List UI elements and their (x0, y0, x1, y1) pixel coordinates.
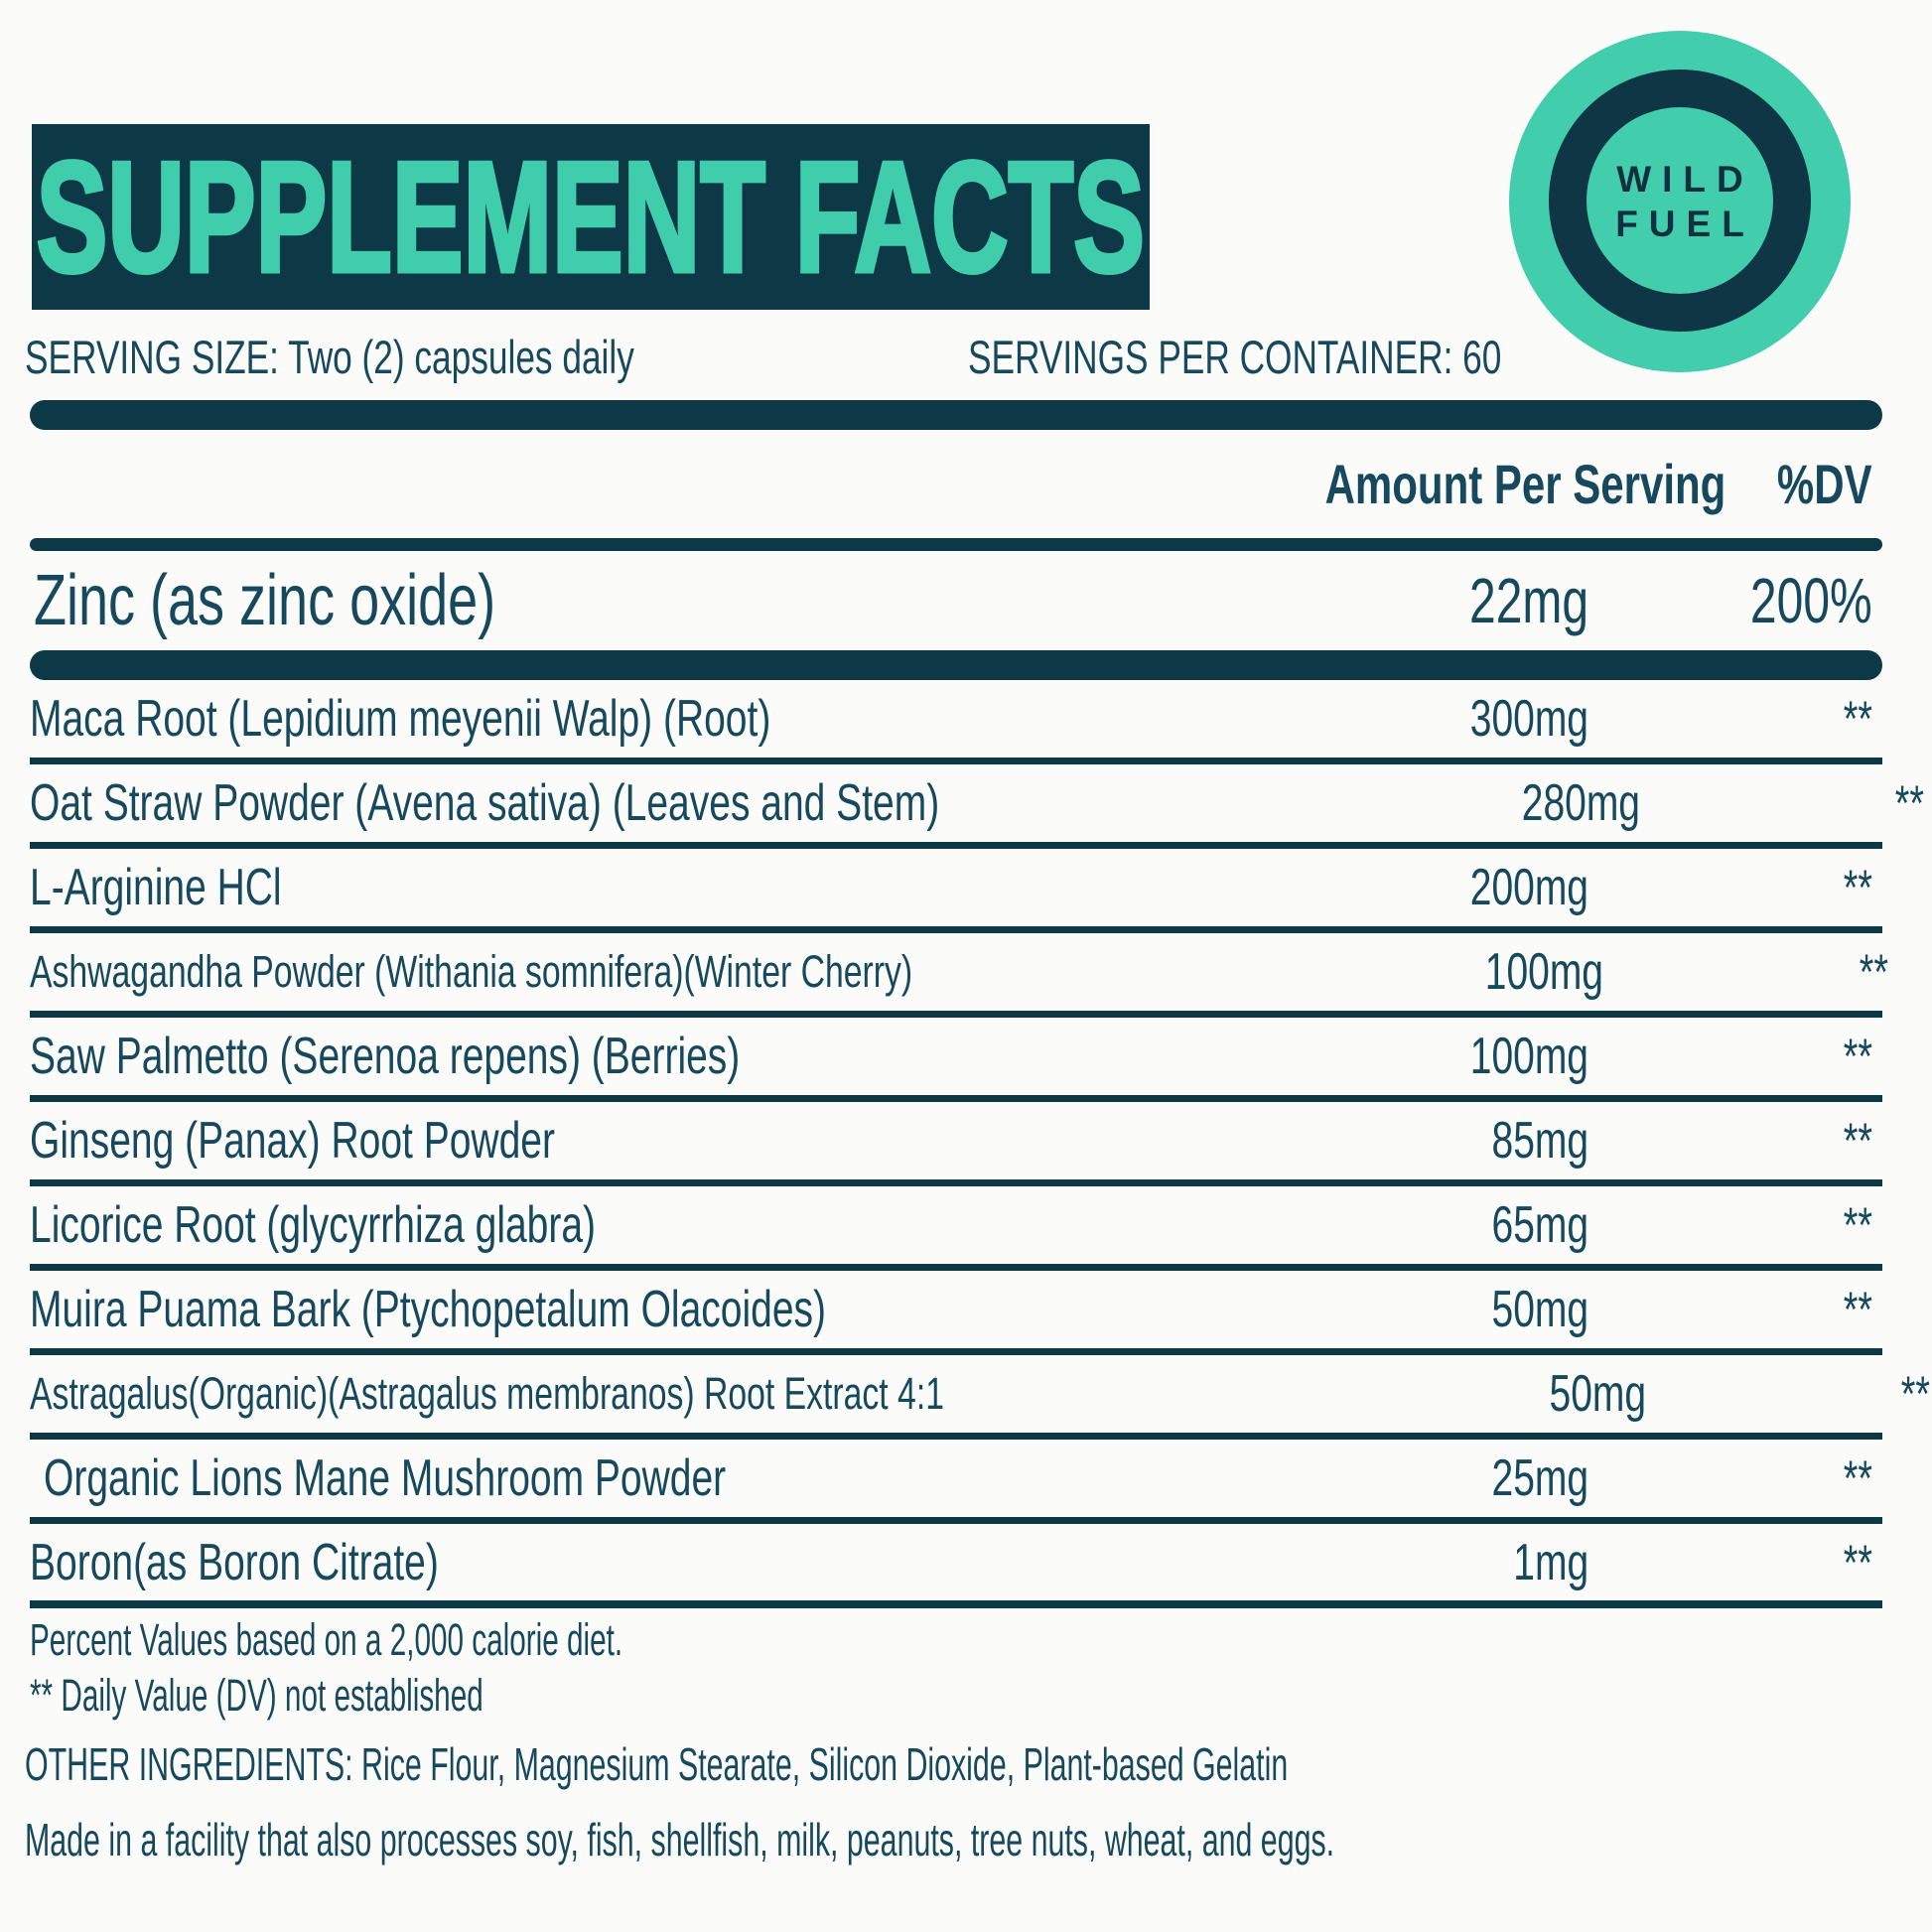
ingredient-dv: ** (1843, 1029, 1872, 1084)
ingredient-dv: ** (1843, 1197, 1872, 1253)
ingredient-name: Boron(as Boron Citrate) (30, 1533, 439, 1591)
ingredient-dv: ** (1843, 1113, 1872, 1169)
ingredient-amount: 65mg (1491, 1196, 1588, 1254)
table-row-boron: Boron(as Boron Citrate) 1mg ** (30, 1524, 1882, 1608)
logo-word-fuel: FUEL (1615, 204, 1755, 244)
ingredient-name: Organic Lions Mane Mushroom Powder (44, 1449, 727, 1507)
wild-fuel-logo: WILD FUEL (1509, 31, 1851, 372)
ingredient-dv: ** (1894, 775, 1924, 831)
ingredient-dv: ** (1843, 1534, 1872, 1590)
table-row-ashwagandha: Ashwagandha Powder (Withania somnifera)(… (30, 933, 1887, 1018)
table-row-lions-mane: Organic Lions Mane Mushroom Powder 25mg … (30, 1440, 1882, 1524)
ingredient-amount: 100mg (1485, 943, 1604, 1001)
percent-values-footnote: Percent Values based on a 2,000 calorie … (30, 1614, 623, 1665)
ingredient-dv: ** (1843, 1450, 1872, 1506)
table-row-oat-straw: Oat Straw Powder (Avena sativa) (Leaves … (30, 764, 1924, 849)
supplement-facts-header: SUPPLEMENT FACTS (32, 124, 1150, 310)
table-row-astragalus: Astragalus(Organic)(Astragalus membranos… (30, 1355, 1930, 1440)
separator-under-header (30, 538, 1882, 551)
ingredient-amount: 25mg (1491, 1449, 1588, 1507)
amount-per-serving-header: Amount Per Serving (1324, 453, 1726, 515)
table-row-ginseng: Ginseng (Panax) Root Powder 85mg ** (30, 1102, 1882, 1186)
ingredient-dv: ** (1900, 1366, 1930, 1422)
logo-word-wild: WILD (1616, 159, 1754, 200)
table-row-maca-root: Maca Root (Lepidium meyenii Walp) (Root)… (30, 680, 1882, 764)
ingredient-dv: 200% (1750, 565, 1872, 636)
table-header-row: Amount Per Serving %DV (30, 430, 1882, 538)
ingredient-name: Licorice Root (glycyrrhiza glabra) (30, 1196, 597, 1254)
separator-top-thick (30, 400, 1882, 430)
other-ingredients-text: OTHER INGREDIENTS: Rice Flour, Magnesium… (25, 1738, 1289, 1790)
ingredient-amount: 300mg (1469, 690, 1588, 748)
table-row-zinc: Zinc (as zinc oxide) 22mg 200% (30, 551, 1882, 650)
ingredient-amount: 1mg (1513, 1533, 1588, 1591)
servings-per-container-label: SERVINGS PER CONTAINER: 60 (968, 331, 1502, 383)
ingredient-dv: ** (1859, 944, 1888, 1000)
ingredient-amount: 280mg (1521, 774, 1640, 832)
table-row-saw-palmetto: Saw Palmetto (Serenoa repens) (Berries) … (30, 1018, 1882, 1102)
supplement-facts-table: Amount Per Serving %DV Zinc (as zinc oxi… (30, 400, 1930, 1608)
ingredient-name: Muira Puama Bark (Ptychopetalum Olacoide… (30, 1281, 826, 1338)
ingredient-dv: ** (1843, 860, 1872, 915)
ingredient-dv: ** (1843, 1282, 1872, 1337)
ingredient-amount: 50mg (1491, 1281, 1588, 1338)
ingredient-amount: 100mg (1469, 1028, 1588, 1085)
ingredient-name: Zinc (as zinc oxide) (34, 561, 496, 640)
ingredient-dv: ** (1843, 691, 1872, 747)
table-row-muira-puama: Muira Puama Bark (Ptychopetalum Olacoide… (30, 1271, 1882, 1355)
percent-dv-header: %DV (1777, 453, 1872, 515)
ingredient-name: Ginseng (Panax) Root Powder (30, 1112, 555, 1170)
page-title: SUPPLEMENT FACTS (35, 129, 1147, 305)
ingredient-name: Ashwagandha Powder (Withania somnifera)(… (30, 946, 913, 997)
serving-size-label: SERVING SIZE: Two (2) capsules daily (25, 331, 634, 383)
ingredient-name: Oat Straw Powder (Avena sativa) (Leaves … (30, 774, 940, 832)
ingredient-name: Astragalus(Organic)(Astragalus membranos… (30, 1368, 944, 1419)
ingredient-amount: 200mg (1469, 859, 1588, 916)
ingredient-name: Maca Root (Lepidium meyenii Walp) (Root) (30, 690, 771, 748)
ingredient-amount: 85mg (1491, 1112, 1588, 1170)
table-row-l-arginine: L-Arginine HCl 200mg ** (30, 849, 1882, 933)
allergen-facility-note: Made in a facility that also processes s… (25, 1814, 1335, 1865)
ingredient-name: Saw Palmetto (Serenoa repens) (Berries) (30, 1028, 741, 1085)
logo-wordmark: WILD FUEL (1509, 31, 1851, 372)
ingredient-name: L-Arginine HCl (30, 859, 282, 916)
daily-value-footnote: ** Daily Value (DV) not established (30, 1670, 483, 1721)
ingredient-amount: 50mg (1549, 1365, 1646, 1423)
ingredient-amount: 22mg (1468, 565, 1588, 636)
table-row-licorice: Licorice Root (glycyrrhiza glabra) 65mg … (30, 1186, 1882, 1271)
separator-under-zinc-thick (30, 650, 1882, 680)
